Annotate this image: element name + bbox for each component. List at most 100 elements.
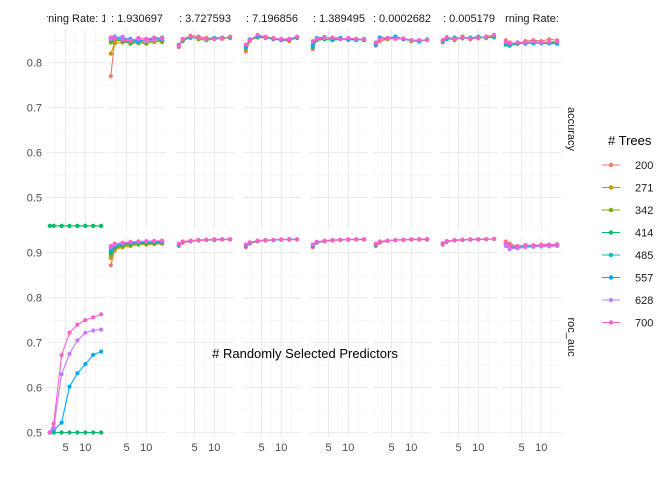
legend-item-628: 628 xyxy=(602,295,653,307)
data-point-700 xyxy=(440,38,445,43)
data-point-700 xyxy=(452,36,457,42)
data-point-700 xyxy=(83,318,88,323)
y-tick-label: 0.6 xyxy=(27,148,42,160)
data-point-700 xyxy=(409,38,414,43)
data-point-700 xyxy=(144,36,149,42)
data-point-700 xyxy=(176,241,181,246)
legend-key-point xyxy=(608,320,614,325)
data-point-700 xyxy=(99,312,104,317)
data-point-700 xyxy=(108,35,113,40)
data-point-700 xyxy=(503,39,508,45)
data-point-700 xyxy=(484,237,489,242)
strip-label-6: : 0.0002682 xyxy=(373,13,431,25)
data-point-700 xyxy=(91,315,96,320)
data-point-271 xyxy=(112,41,117,46)
legend: # Trees 200 271 342 414 485 557 628 700 xyxy=(602,133,653,330)
data-point-700 xyxy=(444,35,449,40)
panel-accuracy-3 xyxy=(176,29,234,229)
data-point-700 xyxy=(385,35,390,41)
legend-label: 557 xyxy=(635,273,653,285)
data-point-700 xyxy=(492,32,497,37)
data-point-700 xyxy=(47,430,52,435)
data-point-700 xyxy=(492,236,497,241)
x-tick-label: 5 xyxy=(258,442,264,454)
data-point-700 xyxy=(531,243,536,248)
data-point-700 xyxy=(425,236,430,241)
data-point-700 xyxy=(417,38,422,43)
data-point-700 xyxy=(401,36,406,41)
data-point-700 xyxy=(188,34,193,39)
data-point-700 xyxy=(322,35,327,41)
data-point-700 xyxy=(401,237,406,242)
data-point-700 xyxy=(539,40,544,45)
data-point-628 xyxy=(91,328,96,333)
legend-key-point xyxy=(608,162,614,168)
y-tick-label: 0.7 xyxy=(27,338,42,350)
x-tick-label: 5 xyxy=(325,442,331,454)
data-point-700 xyxy=(330,35,335,41)
data-point-700 xyxy=(247,38,252,43)
data-point-700 xyxy=(176,43,181,48)
data-point-700 xyxy=(322,238,327,243)
data-point-700 xyxy=(160,238,165,243)
data-point-700 xyxy=(310,39,315,44)
data-point-700 xyxy=(362,37,367,42)
data-point-700 xyxy=(468,237,473,242)
panel-roc_auc-2 xyxy=(108,237,166,437)
data-point-700 xyxy=(67,330,72,335)
data-point-700 xyxy=(531,39,536,44)
panel-accuracy-6 xyxy=(373,29,431,229)
strip-label-5: : 1.389495 xyxy=(313,13,365,25)
panel-roc_auc-8 xyxy=(503,237,561,437)
data-point-700 xyxy=(196,35,201,41)
strip-label-3: : 3.727593 xyxy=(179,13,231,25)
y-tick-label: 0.6 xyxy=(27,383,42,395)
data-point-700 xyxy=(425,38,430,43)
strip-label-7: : 0.005179 xyxy=(443,13,495,25)
data-point-700 xyxy=(144,239,149,244)
row-strip-label-accuracy: accuracy xyxy=(565,107,577,152)
legend-key-point xyxy=(608,297,614,303)
data-point-700 xyxy=(263,35,268,40)
legend-item-342: 342 xyxy=(602,205,653,217)
data-point-700 xyxy=(287,237,292,242)
data-point-700 xyxy=(108,243,113,249)
panel-roc_auc-3 xyxy=(176,237,234,437)
data-point-700 xyxy=(180,36,185,42)
data-point-414 xyxy=(67,430,72,435)
y-tick-label: 0.9 xyxy=(27,248,42,260)
data-point-700 xyxy=(243,242,248,247)
data-point-700 xyxy=(314,239,319,244)
x-tick-label: 10 xyxy=(140,442,152,454)
data-point-414 xyxy=(99,430,104,435)
data-point-700 xyxy=(271,36,276,41)
panel-roc_auc-4 xyxy=(243,237,301,437)
panel-accuracy-7 xyxy=(440,29,498,229)
strip-label-4: : 7.196856 xyxy=(246,13,298,25)
y-tick-label: 0.8 xyxy=(27,293,42,305)
data-point-700 xyxy=(523,243,528,248)
data-point-700 xyxy=(468,36,473,42)
legend-item-271: 271 xyxy=(602,183,653,195)
data-point-628 xyxy=(67,351,72,356)
data-point-700 xyxy=(377,37,382,42)
x-tick-label: 10 xyxy=(472,442,484,454)
y-tick-label: 0.5 xyxy=(27,428,42,440)
data-point-557 xyxy=(310,42,315,47)
data-point-414 xyxy=(83,223,88,228)
data-point-557 xyxy=(91,352,96,357)
x-tick-label: 5 xyxy=(518,442,524,454)
data-point-700 xyxy=(255,32,260,37)
data-point-700 xyxy=(314,36,319,42)
legend-key-point xyxy=(608,207,614,213)
x-tick-label: 5 xyxy=(123,442,129,454)
legend-label: 200 xyxy=(635,160,653,172)
data-point-414 xyxy=(75,223,80,228)
data-point-700 xyxy=(555,39,560,44)
data-point-557 xyxy=(99,349,104,354)
data-point-414 xyxy=(47,223,52,228)
data-point-700 xyxy=(440,241,445,246)
row-strip-label-roc_auc: roc_auc xyxy=(565,317,577,357)
y-tick-label: 0.8 xyxy=(27,58,42,70)
panel-roc_auc-7 xyxy=(440,236,498,437)
